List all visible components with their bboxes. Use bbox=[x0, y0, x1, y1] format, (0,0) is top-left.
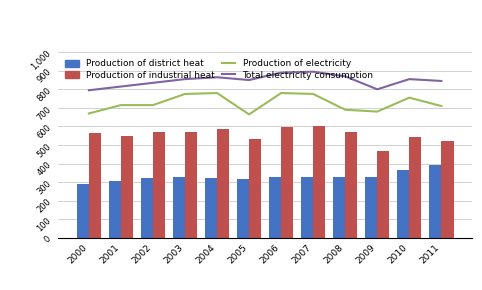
Bar bbox=[77, 184, 89, 238]
Bar bbox=[313, 126, 325, 238]
Bar bbox=[89, 133, 101, 238]
Bar bbox=[333, 177, 345, 238]
Bar bbox=[141, 178, 153, 238]
Bar bbox=[281, 127, 294, 238]
Bar bbox=[205, 178, 217, 238]
Bar bbox=[365, 177, 377, 238]
Bar bbox=[121, 136, 133, 238]
Bar bbox=[301, 177, 313, 238]
Bar bbox=[109, 181, 121, 238]
Bar bbox=[429, 165, 442, 238]
Bar bbox=[237, 179, 249, 238]
Bar bbox=[397, 170, 409, 238]
Bar bbox=[345, 132, 357, 238]
Bar bbox=[249, 139, 261, 238]
Legend: Production of district heat, Production of industrial heat, Production of electr: Production of district heat, Production … bbox=[62, 57, 376, 82]
Bar bbox=[269, 177, 281, 238]
Bar bbox=[409, 137, 421, 238]
Bar bbox=[377, 151, 389, 238]
Bar bbox=[442, 141, 454, 238]
Bar bbox=[153, 132, 165, 238]
Bar bbox=[217, 129, 229, 238]
Bar bbox=[185, 132, 197, 238]
Bar bbox=[173, 177, 185, 238]
